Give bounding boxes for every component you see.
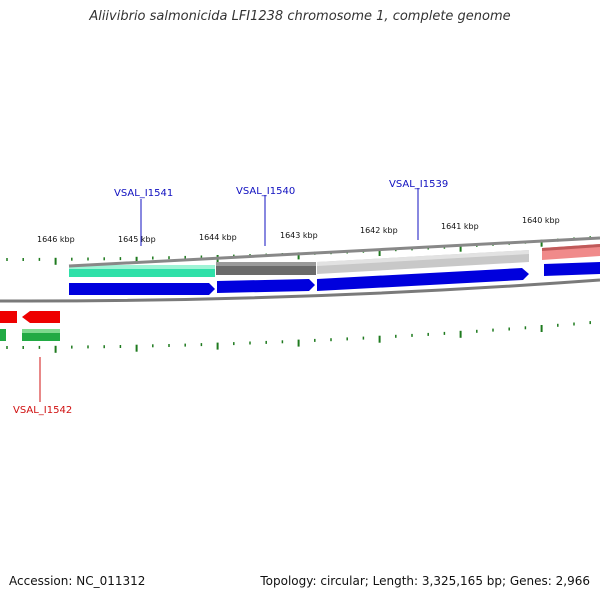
kbp-label: 1645 kbp xyxy=(118,235,156,244)
backbone-upper xyxy=(68,236,600,268)
lower-tick-ruler xyxy=(6,321,591,353)
kbp-label: 1640 kbp xyxy=(522,216,560,225)
chromosome-backbone xyxy=(0,278,600,303)
gene-label-vsal-i1541[interactable]: VSAL_I1541 xyxy=(114,188,173,199)
gene-arrow-vsal-i1540[interactable] xyxy=(217,279,315,293)
kbp-label: 1642 kbp xyxy=(360,226,398,235)
feature-bar-teal-highlight xyxy=(69,265,215,269)
kbp-label: 1641 kbp xyxy=(441,222,479,231)
kbp-label: 1643 kbp xyxy=(280,231,318,240)
genome-stats-text: Topology: circular; Length: 3,325,165 bp… xyxy=(260,574,590,588)
gene-arrow-next[interactable] xyxy=(544,262,600,276)
map-title: Aliivibrio salmonicida LFI1238 chromosom… xyxy=(89,9,511,24)
feature-bar-light-gray-highlight xyxy=(317,250,529,266)
feature-bar-green-left[interactable] xyxy=(0,329,6,341)
kbp-label: 1646 kbp xyxy=(37,235,75,244)
gene-arrow-left-edge-red[interactable] xyxy=(0,311,17,323)
gene-label-vsal-i1540[interactable]: VSAL_I1540 xyxy=(236,186,295,197)
feature-bar-pink-highlight xyxy=(542,244,600,251)
gene-arrow-vsal-i1539[interactable] xyxy=(317,268,529,291)
feature-bar-dark-gray-highlight xyxy=(216,262,316,266)
gene-label-vsal-i1542[interactable]: VSAL_I1542 xyxy=(13,405,72,416)
accession-text: Accession: NC_011312 xyxy=(9,574,146,588)
kbp-label: 1644 kbp xyxy=(199,233,237,242)
gene-arrow-vsal-i1541[interactable] xyxy=(69,283,215,295)
feature-bar-green-highlight xyxy=(22,329,60,333)
gene-arrow-vsal-i1542[interactable] xyxy=(22,311,60,323)
gene-label-vsal-i1539[interactable]: VSAL_I1539 xyxy=(389,179,448,190)
